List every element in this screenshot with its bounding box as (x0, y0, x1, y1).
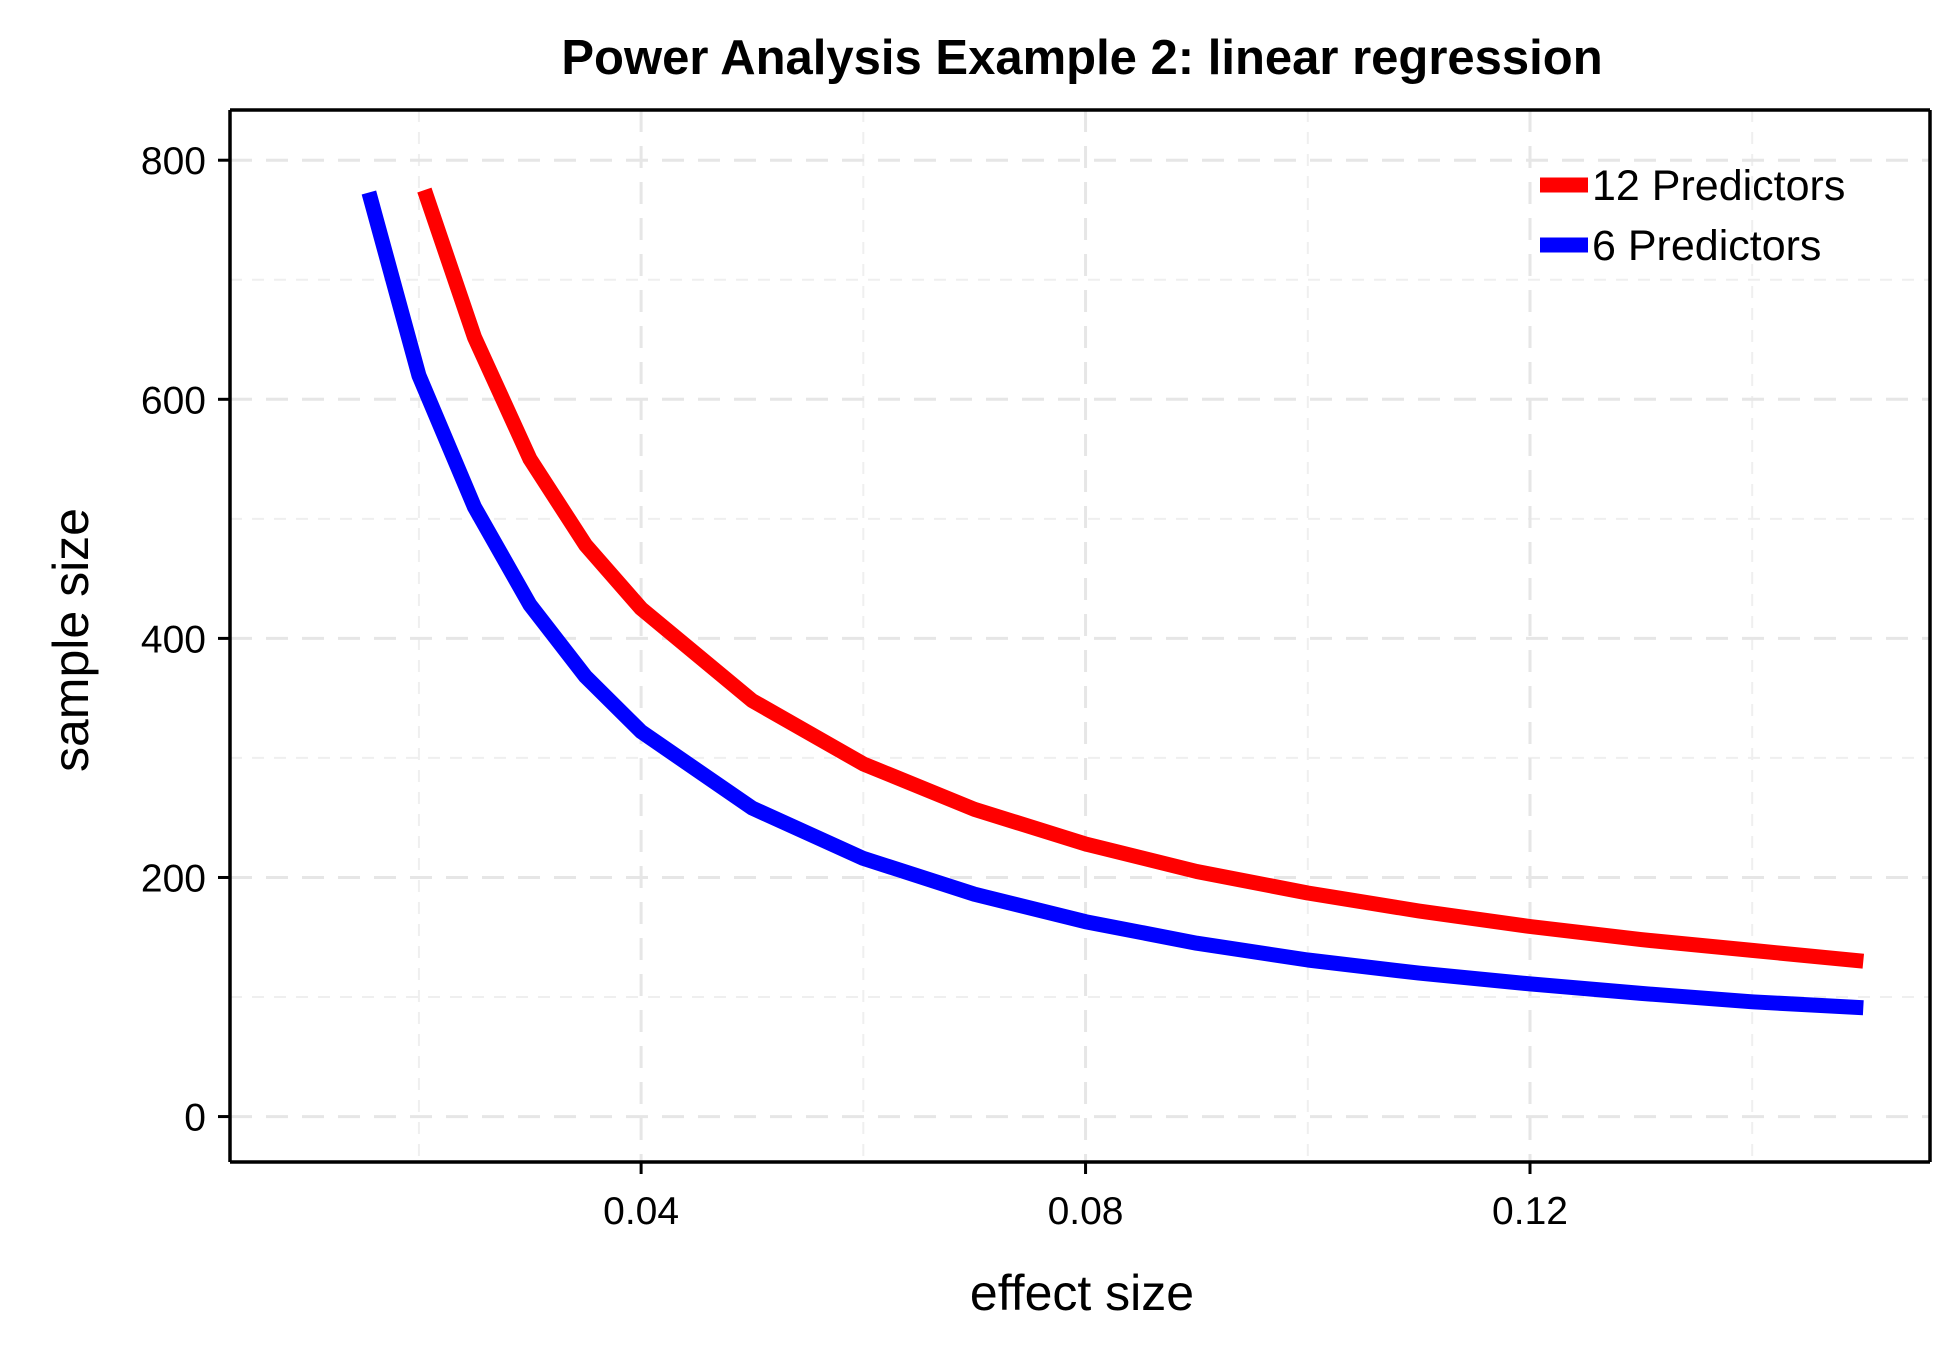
y-axis-title: sample size (43, 508, 99, 772)
series-layer (361, 187, 1865, 1016)
x-tick-label: 0.04 (603, 1190, 679, 1233)
axes (228, 108, 1932, 1164)
y-tick-label: 200 (141, 857, 206, 900)
series-line-6-predictors (361, 190, 1864, 1016)
x-tick-label: 0.08 (1048, 1190, 1124, 1233)
tick-labels: 0.04 0.08 0.12 0 200 400 600 800 (141, 140, 1568, 1233)
y-tick-label: 600 (141, 379, 206, 422)
legend-label: 6 Predictors (1592, 222, 1821, 270)
chart-title: Power Analysis Example 2: linear regress… (561, 31, 1602, 85)
y-tick-label: 800 (141, 140, 206, 183)
y-tick-label: 0 (184, 1097, 206, 1140)
legend-label: 12 Predictors (1592, 162, 1845, 210)
series-line-12-predictors (417, 187, 1865, 969)
x-axis-title: effect size (970, 1265, 1194, 1321)
legend: 12 Predictors 6 Predictors (1540, 162, 1845, 270)
y-tick-label: 400 (141, 618, 206, 661)
x-tick-label: 0.12 (1492, 1190, 1568, 1233)
